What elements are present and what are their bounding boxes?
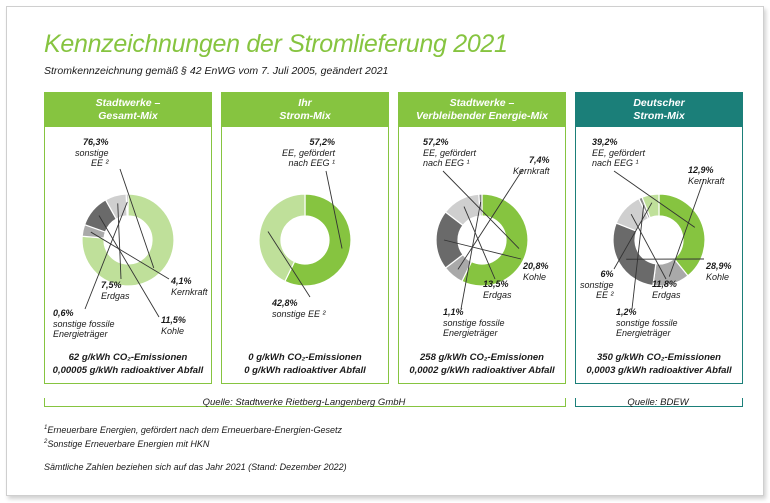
source-bracket-left bbox=[44, 398, 566, 407]
panel-header-line2: Strom-Mix bbox=[633, 110, 685, 122]
panel-header-line2: Verbleibender Energie-Mix bbox=[415, 110, 549, 122]
label-kernkraft: 7,4% Kernkraft bbox=[513, 155, 550, 176]
slice-ee-gef-rdert-nach-eeg bbox=[658, 193, 706, 277]
label-sonstige-fossile: 1,1% sonstige fossile Energieträger bbox=[443, 307, 505, 338]
panel-deutscher-strom-mix: Deutscher Strom-Mix 39,2% EE, gefördert na… bbox=[575, 92, 743, 384]
emissions-info: 0 g/kWh CO₂-Emissionen 0 g/kWh radioaktiv… bbox=[244, 352, 366, 376]
page-title: Kennzeichnungen der Stromlieferung 2021 bbox=[44, 30, 508, 58]
footnote-2: 2Sonstige Erneuerbare Energien mit HKN bbox=[44, 439, 210, 449]
footnote-note: Sämtliche Zahlen beziehen sich auf das J… bbox=[44, 462, 347, 472]
slice-sonstige-ee bbox=[258, 193, 306, 283]
label-kohle: 20,8% Kohle bbox=[523, 261, 549, 282]
panel-header: Stadtwerke – Gesamt-Mix bbox=[45, 93, 211, 127]
label-kernkraft: 4,1% Kernkraft bbox=[171, 276, 208, 297]
leader-line-sonstige-fossile-energietr-ger bbox=[84, 201, 128, 310]
panel-header-line2: Strom-Mix bbox=[279, 110, 331, 122]
leader-line-sonstige-fossile-energietr-ger bbox=[631, 205, 645, 310]
leader-line-sonstige-ee bbox=[613, 202, 653, 270]
leader-line-ee-gef-rdert-nach-eeg bbox=[325, 170, 343, 249]
label-ee-eeg: 57,2% EE, gefördert nach EEG ¹ bbox=[423, 137, 477, 168]
source-right: Quelle: BDEW bbox=[627, 397, 689, 408]
slice-sonstige-ee bbox=[81, 193, 175, 287]
label-kohle: 28,9% Kohle bbox=[706, 261, 732, 282]
label-sonstige-ee: 6% sonstige EE ² bbox=[580, 269, 614, 300]
slice-sonstige-fossile-energietr-ger bbox=[125, 193, 129, 217]
source-bracket-right bbox=[575, 398, 743, 407]
label-erdgas: 11,8% Erdgas bbox=[652, 279, 681, 300]
panel-header: Ihr Strom-Mix bbox=[222, 93, 388, 127]
leader-line-ee-gef-rdert-nach-eeg bbox=[442, 170, 520, 249]
emissions-info: 258 g/kWh CO₂-Emissionen 0,0002 g/kWh rad… bbox=[409, 352, 555, 376]
emissions-info: 350 g/kWh CO₂-Emissionen 0,0003 g/kWh rad… bbox=[586, 352, 732, 376]
donut-chart-gesamt-mix bbox=[81, 168, 175, 318]
panel-header: Stadtwerke – Verbleibender Energie-Mix bbox=[399, 93, 565, 127]
leader-line-kohle bbox=[98, 215, 160, 318]
footnote-1: 1Erneuerbare Energien, gefördert nach de… bbox=[44, 425, 343, 435]
leader-line-sonstige-ee bbox=[119, 168, 155, 269]
label-sonstige-fossile: 1,2% sonstige fossile Energieträger bbox=[616, 307, 678, 338]
label-erdgas: 13,5% Erdgas bbox=[483, 279, 512, 300]
donut-chart-verbleibender-mix bbox=[435, 168, 529, 310]
panel-verbleibender-mix: Stadtwerke – Verbleibender Energie-Mix 5… bbox=[398, 92, 566, 384]
emissions-info: 62 g/kWh CO₂-Emissionen 0,00005 g/kWh rad… bbox=[52, 352, 204, 376]
source-left: Quelle: Stadtwerke Rietberg-Langenberg G… bbox=[202, 397, 406, 408]
label-ee-eeg: 57,2% EE, gefördert nach EEG ¹ bbox=[282, 137, 336, 168]
leader-line-ee-gef-rdert-nach-eeg bbox=[613, 170, 696, 228]
label-kernkraft: 12,9% Kernkraft bbox=[688, 165, 725, 186]
leader-line-sonstige-fossile-energietr-ger bbox=[460, 201, 482, 310]
panel-header-line1: Stadtwerke – bbox=[95, 97, 161, 109]
slice-ee-gef-rdert-nach-eeg bbox=[461, 193, 529, 287]
panel-header-line2: Gesamt-Mix bbox=[98, 110, 158, 122]
leader-line-erdgas bbox=[463, 206, 496, 280]
leader-line-sonstige-ee bbox=[267, 231, 311, 298]
label-erdgas: 7,5% Erdgas bbox=[101, 280, 130, 301]
panel-header-line1: Ihr bbox=[298, 97, 312, 109]
leader-line-kernkraft bbox=[457, 168, 524, 270]
page-subtitle: Stromkennzeichnung gemäß § 42 EnWG vom 7… bbox=[44, 65, 389, 77]
panel-ihr-strom-mix: Ihr Strom-Mix 57,2% EE, gefördert nach EEG… bbox=[221, 92, 389, 384]
panel-header-line1: Deutscher bbox=[633, 97, 685, 109]
leader-line-erdgas bbox=[117, 203, 122, 280]
donut-chart-ihr-strom-mix bbox=[258, 170, 352, 298]
panel-header: Deutscher Strom-Mix bbox=[576, 93, 742, 127]
label-sonstige-ee: 76,3% sonstige EE ² bbox=[75, 137, 109, 168]
leader-line-kernkraft bbox=[668, 178, 705, 277]
panel-gesamt-mix: Stadtwerke – Gesamt-Mix 76,3% sonstige EE … bbox=[44, 92, 212, 384]
donut-chart-deutscher-strom-mix bbox=[612, 170, 706, 310]
panel-header-line1: Stadtwerke – bbox=[449, 97, 515, 109]
label-sonstige-ee: 42,8% sonstige EE ² bbox=[272, 298, 326, 319]
leader-line-erdgas bbox=[630, 213, 667, 280]
label-sonstige-fossile: 0,6% sonstige fossile Energieträger bbox=[53, 308, 115, 339]
leader-line-kernkraft bbox=[90, 231, 170, 280]
slice-ee-gef-rdert-nach-eeg bbox=[284, 193, 352, 287]
label-ee-eeg: 39,2% EE, gefördert nach EEG ¹ bbox=[592, 137, 646, 168]
label-kohle: 11,5% Kohle bbox=[161, 315, 186, 336]
